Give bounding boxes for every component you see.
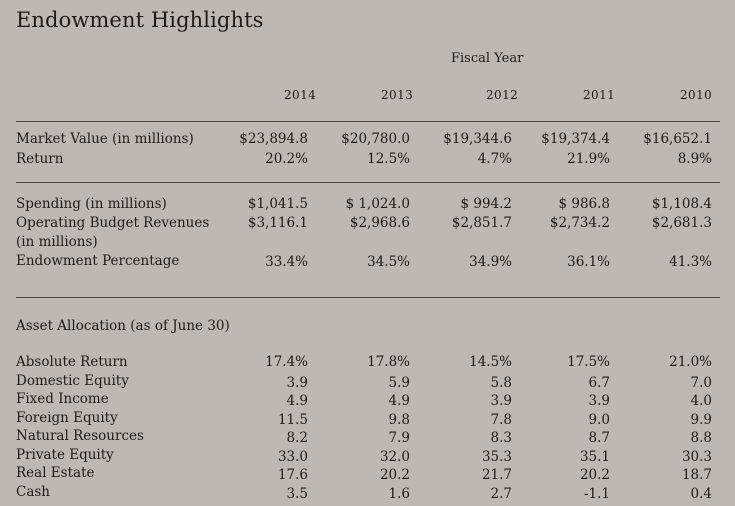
row-label: Domestic Equity xyxy=(16,373,129,389)
table-cell: 7.9 xyxy=(388,430,410,446)
table-cell: $3,116.1 xyxy=(247,215,308,231)
table-cell: 0.4 xyxy=(690,486,712,502)
divider xyxy=(16,121,720,122)
row-label: Cash xyxy=(16,484,51,500)
table-cell: 8.2 xyxy=(286,430,308,446)
table-cell: 20.2 xyxy=(579,467,610,483)
table-cell: $19,374.4 xyxy=(541,131,610,147)
row-label: Foreign Equity xyxy=(16,410,118,426)
row-label: Private Equity xyxy=(16,447,114,463)
table-cell: 8.8 xyxy=(690,430,712,446)
table-cell: -1.1 xyxy=(583,486,610,502)
table-cell: 9.8 xyxy=(388,412,410,428)
table-cell: 9.9 xyxy=(690,412,712,428)
table-cell: 33.4% xyxy=(265,254,308,270)
year-header: 2011 xyxy=(583,88,616,102)
row-label: Operating Budget Revenues xyxy=(16,215,210,231)
table-cell: 21.0% xyxy=(669,354,712,370)
table-cell: 9.0 xyxy=(588,412,610,428)
year-header: 2013 xyxy=(381,88,414,102)
table-cell: 20.2% xyxy=(265,151,308,167)
table-cell: 21.7 xyxy=(481,467,512,483)
table-cell: 3.5 xyxy=(286,486,308,502)
fiscal-year-label: Fiscal Year xyxy=(451,51,524,66)
table-cell: $2,681.3 xyxy=(651,215,712,231)
table-cell: 41.3% xyxy=(669,254,712,270)
year-header: 2010 xyxy=(680,88,713,102)
row-label: (in millions) xyxy=(16,234,98,250)
table-cell: $1,108.4 xyxy=(651,196,712,212)
table-cell: 6.7 xyxy=(588,375,610,391)
table-cell: 5.9 xyxy=(388,375,410,391)
table-cell: 20.2 xyxy=(379,467,410,483)
table-cell: $2,968.6 xyxy=(349,215,410,231)
divider xyxy=(16,182,720,183)
year-header: 2014 xyxy=(284,88,317,102)
table-cell: 17.8% xyxy=(367,354,410,370)
table-cell: $19,344.6 xyxy=(443,131,512,147)
table-cell: 17.4% xyxy=(265,354,308,370)
page-title: Endowment Highlights xyxy=(16,8,264,32)
table-cell: 11.5 xyxy=(277,412,308,428)
row-label: Fixed Income xyxy=(16,391,109,407)
table-cell: 5.8 xyxy=(490,375,512,391)
table-cell: 34.5% xyxy=(367,254,410,270)
table-cell: $16,652.1 xyxy=(643,131,712,147)
table-cell: 8.3 xyxy=(490,430,512,446)
row-label: Spending (in millions) xyxy=(16,196,167,212)
table-cell: 21.9% xyxy=(567,151,610,167)
table-cell: 17.6 xyxy=(277,467,308,483)
table-cell: 2.7 xyxy=(490,486,512,502)
table-cell: 3.9 xyxy=(588,393,610,409)
table-cell: $20,780.0 xyxy=(341,131,410,147)
table-cell: 3.9 xyxy=(490,393,512,409)
table-cell: 14.5% xyxy=(469,354,512,370)
row-label: Real Estate xyxy=(16,465,95,481)
table-cell: 4.9 xyxy=(388,393,410,409)
table-cell: 4.0 xyxy=(690,393,712,409)
table-cell: 17.5% xyxy=(567,354,610,370)
table-cell: 36.1% xyxy=(567,254,610,270)
table-cell: 33.0 xyxy=(277,449,308,465)
row-label: Absolute Return xyxy=(16,354,128,370)
table-cell: 8.7 xyxy=(588,430,610,446)
table-cell: $23,894.8 xyxy=(239,131,308,147)
table-cell: 18.7 xyxy=(681,467,712,483)
table-cell: $ 986.8 xyxy=(558,196,610,212)
table-cell: 12.5% xyxy=(367,151,410,167)
asset-allocation-heading: Asset Allocation (as of June 30) xyxy=(16,318,230,334)
table-cell: 8.9% xyxy=(677,151,712,167)
table-cell: 7.0 xyxy=(690,375,712,391)
row-label: Return xyxy=(16,151,64,167)
table-cell: $1,041.5 xyxy=(247,196,308,212)
row-label: Market Value (in millions) xyxy=(16,131,194,147)
table-cell: 4.9 xyxy=(286,393,308,409)
row-label: Natural Resources xyxy=(16,428,144,444)
table-cell: 34.9% xyxy=(469,254,512,270)
table-cell: 7.8 xyxy=(490,412,512,428)
year-header: 2012 xyxy=(486,88,519,102)
table-cell: 35.3 xyxy=(481,449,512,465)
table-cell: 1.6 xyxy=(388,486,410,502)
table-cell: $ 994.2 xyxy=(460,196,512,212)
row-label: Endowment Percentage xyxy=(16,253,180,269)
table-cell: $ 1,024.0 xyxy=(345,196,410,212)
table-cell: 35.1 xyxy=(579,449,610,465)
table-cell: 32.0 xyxy=(379,449,410,465)
divider xyxy=(16,297,720,298)
table-cell: $2,734.2 xyxy=(549,215,610,231)
table-cell: 4.7% xyxy=(477,151,512,167)
table-cell: 30.3 xyxy=(681,449,712,465)
table-cell: $2,851.7 xyxy=(451,215,512,231)
table-cell: 3.9 xyxy=(286,375,308,391)
